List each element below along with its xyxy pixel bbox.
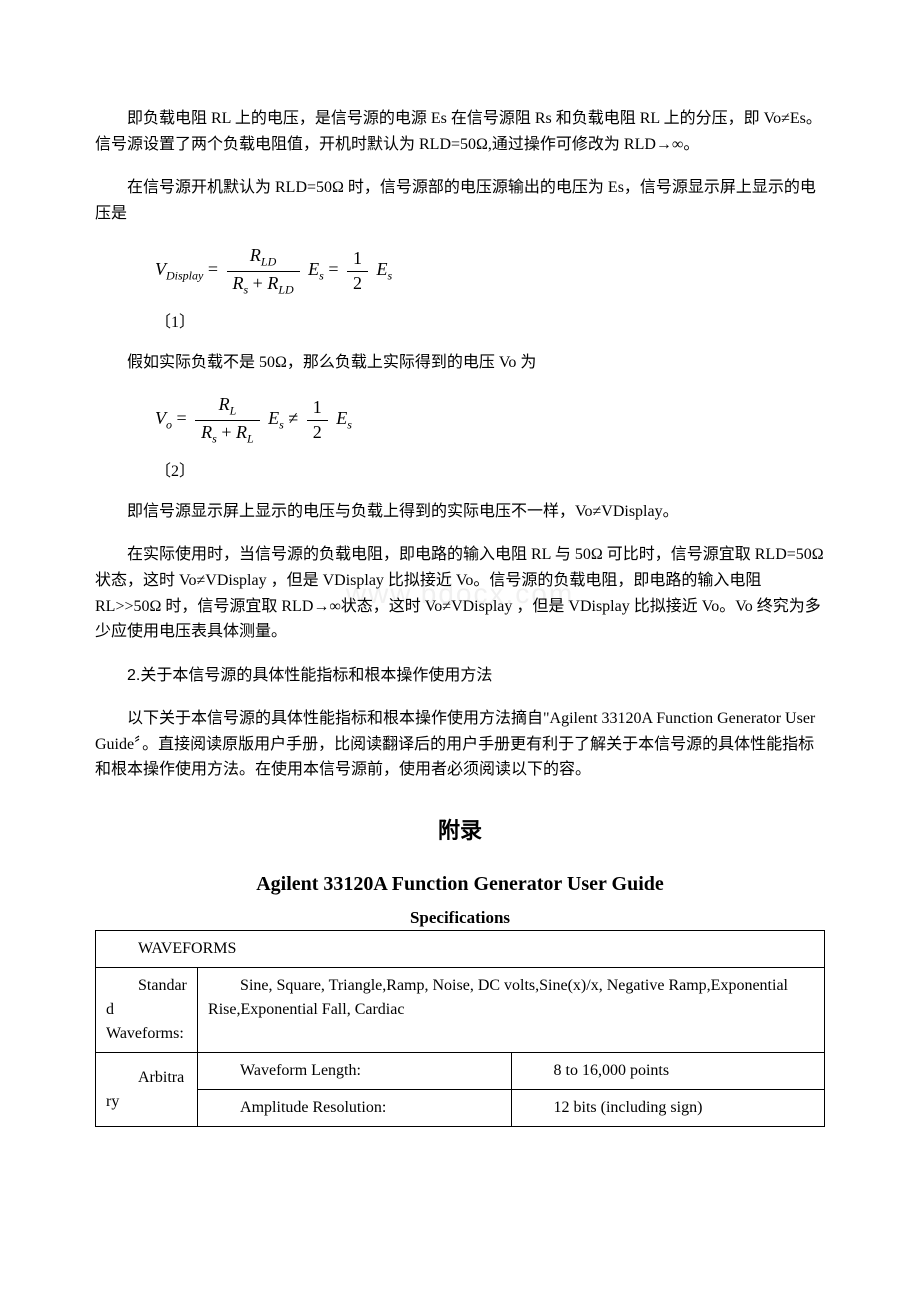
paragraph-5: 在实际使用时，当信号源的负载电阻，即电路的输入电阻 RL 与 50Ω 可比时，信… (95, 542, 825, 644)
equation-2-label: 〔2〕 (155, 457, 825, 481)
paragraph-2: 在信号源开机默认为 RLD=50Ω 时，信号源部的电压源输出的电压为 Es，信号… (95, 175, 825, 226)
table-cell-value: 8 to 16,000 points (511, 1053, 824, 1090)
heading-title: Agilent 33120A Function Generator User G… (95, 873, 825, 896)
paragraph-3: 假如实际负载不是 50Ω，那么负载上实际得到的电压 Vo 为 (95, 350, 825, 376)
table-cell-label: Arbitrary (96, 1053, 198, 1127)
table-header-cell: WAVEFORMS (96, 931, 825, 968)
table-cell-value: Sine, Square, Triangle,Ramp, Noise, DC v… (198, 968, 825, 1053)
table-row: Arbitrary Waveform Length: 8 to 16,000 p… (96, 1053, 825, 1090)
section-text: 关于本信号源的具体性能指标和根本操作使用方法 (140, 667, 492, 684)
paragraph-4: 即信号源显示屏上显示的电压与负载上得到的实际电压不一样，Vo≠VDisplay。 (95, 499, 825, 525)
paragraph-7: 以下关于本信号源的具体性能指标和根本操作使用方法摘自"Agilent 33120… (95, 706, 825, 783)
heading-subtitle: Specifications (95, 908, 825, 928)
section-heading-2: 2.关于本信号源的具体性能指标和根本操作使用方法 (95, 663, 825, 689)
equation-1: VDisplay = RLD Rs + RLD Es = 1 2 Es (155, 244, 825, 297)
table-row: Standard Waveforms: Sine, Square, Triang… (96, 968, 825, 1053)
table-cell-label: Standard Waveforms: (96, 968, 198, 1053)
table-row: WAVEFORMS (96, 931, 825, 968)
table-cell-key: Waveform Length: (198, 1053, 511, 1090)
section-number: 2. (127, 667, 140, 684)
table-row: Amplitude Resolution: 12 bits (including… (96, 1090, 825, 1127)
paragraph-1: 即负载电阻 RL 上的电压，是信号源的电源 Es 在信号源阻 Rs 和负载电阻 … (95, 106, 825, 157)
equation-2: Vo = RL Rs + RL Es ≠ 1 2 Es (155, 393, 825, 446)
specifications-table: WAVEFORMS Standard Waveforms: Sine, Squa… (95, 930, 825, 1127)
heading-appendix: 附录 (95, 813, 825, 845)
table-cell-value: 12 bits (including sign) (511, 1090, 824, 1127)
table-cell-key: Amplitude Resolution: (198, 1090, 511, 1127)
equation-1-label: 〔1〕 (155, 308, 825, 332)
